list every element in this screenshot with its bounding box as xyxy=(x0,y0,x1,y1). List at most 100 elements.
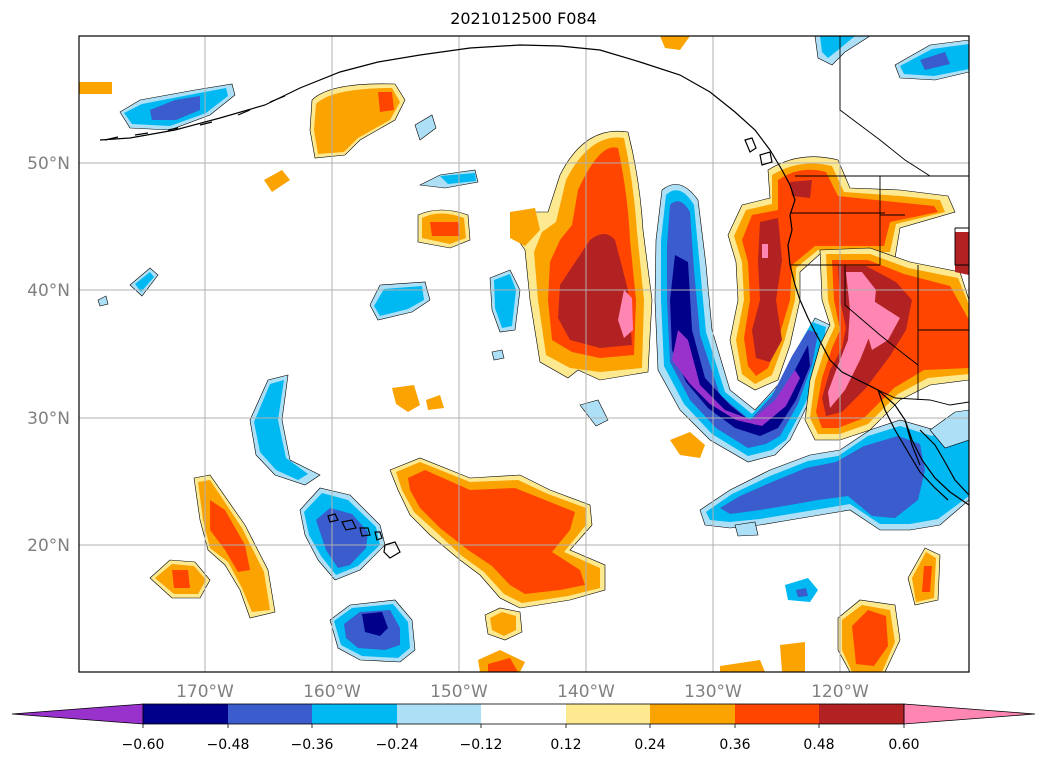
political-borders xyxy=(790,36,970,406)
pacific-positive-plume xyxy=(510,130,653,381)
contour-level-n48 xyxy=(720,436,925,518)
contour-level-p24 xyxy=(670,432,705,458)
contour-level-p36 xyxy=(172,570,190,588)
contour-level-n60 xyxy=(362,612,388,636)
contour-level-n36 xyxy=(254,380,308,480)
contour-level-p24 xyxy=(426,395,444,410)
utah-wyoming-border xyxy=(954,227,969,266)
contour-level-p48 xyxy=(558,234,632,348)
graticule xyxy=(79,36,969,672)
colorbar-bin-n48 xyxy=(228,704,312,724)
us-west-coastline xyxy=(787,244,970,506)
contour-level-n48 xyxy=(316,508,368,568)
subtropical-positive-band xyxy=(389,457,606,609)
baja-peninsula xyxy=(877,389,949,501)
colorbar-bin-p12 xyxy=(566,704,650,724)
contour-level-p24 xyxy=(314,88,400,154)
colorbar-tick-label: −0.24 xyxy=(376,737,419,753)
colorbar-tick-label: 0.48 xyxy=(803,737,834,753)
contour-level-n24 xyxy=(97,295,109,307)
contour-level-p60 xyxy=(762,244,768,258)
contour-level-p24 xyxy=(510,208,540,246)
aleutian-islands xyxy=(104,95,286,141)
contour-level-p24 xyxy=(660,36,690,50)
idaho-border xyxy=(879,176,905,265)
contour-level-p60 xyxy=(618,290,633,338)
contour-level-p24 xyxy=(490,612,516,636)
contour-level-p36 xyxy=(210,500,250,572)
baja-negative-region xyxy=(699,419,969,602)
us-mexico-border xyxy=(877,389,970,406)
colorbar-tick-label: −0.48 xyxy=(207,737,250,753)
lat-axis-labels: 50°N 40°N 30°N 20°N xyxy=(27,154,70,556)
contour-level-n36 xyxy=(374,286,424,316)
colorbar-tick-label: −0.60 xyxy=(122,737,165,753)
colorbar-tick-label: −0.36 xyxy=(291,737,334,753)
contour-level-n72 xyxy=(672,330,800,426)
contour-level-p24 xyxy=(720,660,765,672)
lon-axis-labels: 170°W 160°W 150°W 140°W 130°W 120°W xyxy=(176,682,869,702)
contour-level-p36 xyxy=(488,658,518,672)
map-title: 2021012500 F084 xyxy=(450,9,597,28)
contour-level-p36 xyxy=(922,566,932,592)
coastlines xyxy=(99,44,970,559)
colorbar-tick-label: 0.36 xyxy=(719,737,750,753)
colorbar-bin-n24 xyxy=(397,704,481,724)
contour-level-n48 xyxy=(796,588,808,597)
colorbar-frame xyxy=(142,703,905,725)
contour-level-n48 xyxy=(920,52,950,70)
contour-level-p24 xyxy=(264,170,290,192)
lon-label-130w: 130°W xyxy=(684,682,742,702)
colorbar-tick-label: 0.24 xyxy=(634,737,665,753)
contour-level-n24 xyxy=(579,399,609,427)
lon-label-160w: 160°W xyxy=(303,682,361,702)
contour-level-p24 xyxy=(780,642,805,672)
colorbar-bin-p24 xyxy=(650,704,735,724)
colorbar-tick-label: 0.60 xyxy=(888,737,919,753)
contour-level-n24 xyxy=(491,349,505,361)
plot-frame xyxy=(78,35,970,673)
colorbar-bin-n60 xyxy=(143,704,228,724)
colorbar-bin-p36 xyxy=(735,704,819,724)
contour-level-p24 xyxy=(79,82,112,94)
minor-negative-patches xyxy=(97,36,969,449)
colorbar-bin-n36 xyxy=(312,704,397,724)
california-positive-core xyxy=(804,232,969,441)
contour-level-n24 xyxy=(734,521,759,537)
lon-label-140w: 140°W xyxy=(557,682,615,702)
lat-label-20n: 20°N xyxy=(27,536,70,556)
contour-level-n36 xyxy=(440,173,476,184)
contour-level-p60 xyxy=(866,300,900,350)
contour-level-n24 xyxy=(929,409,969,449)
colorbar-extend-min xyxy=(11,703,144,725)
contour-level-n48 xyxy=(150,96,200,120)
haida-gwaii xyxy=(744,137,773,166)
hawaii-negative-region xyxy=(249,374,416,663)
contour-level-n24 xyxy=(414,114,437,141)
alaska-canada-border xyxy=(839,36,931,177)
contour-level-p48 xyxy=(955,232,969,275)
lat-label-50n: 50°N xyxy=(27,154,70,174)
contour-level-p36 xyxy=(852,610,888,666)
minor-positive-patches xyxy=(79,36,941,672)
lon-label-170w: 170°W xyxy=(176,682,234,702)
colorbar-bin-zero xyxy=(481,704,566,724)
mexico-mainland xyxy=(919,429,970,496)
nevada-california-border xyxy=(844,265,919,366)
colorbar-extend-max xyxy=(903,703,1036,725)
contour-level-p36 xyxy=(378,92,394,112)
lat-label-30n: 30°N xyxy=(27,409,70,429)
alaska-coastline xyxy=(99,44,783,171)
colorbar-tick-label: −0.12 xyxy=(460,737,503,753)
contour-level-p48 xyxy=(790,180,812,198)
hawaii-islands xyxy=(327,513,401,559)
contour-level-p36 xyxy=(408,470,585,594)
lat-label-40n: 40°N xyxy=(27,281,70,301)
colorbar-tick-label: 0.12 xyxy=(550,737,581,753)
canada-bc-coastline xyxy=(781,169,796,246)
contour-level-n36 xyxy=(135,272,154,292)
contour-level-p36 xyxy=(430,222,460,236)
lon-label-120w: 120°W xyxy=(811,682,869,702)
contour-level-n36 xyxy=(820,36,855,58)
